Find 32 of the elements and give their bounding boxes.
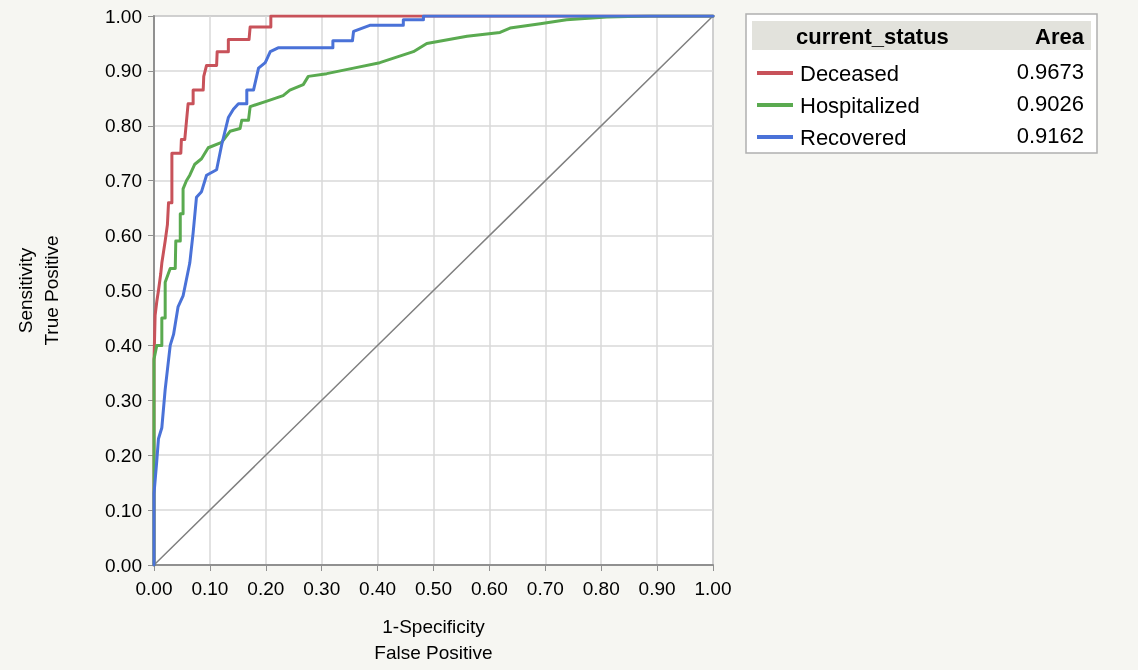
text: 0.9026 <box>1016 90 1084 116</box>
x-tick-label: 0.50 <box>415 578 452 599</box>
legend-label: Hospitalized <box>800 92 920 118</box>
x-tick-label: 0.00 <box>135 578 173 599</box>
x-tick-label: 0.30 <box>303 578 341 599</box>
text: 0.9673 <box>1016 58 1084 84</box>
y-tick-label: 0.70 <box>105 170 142 192</box>
x-axis-title: 1-Specificity False Positive <box>374 615 493 663</box>
x-tick-label: 0.90 <box>638 578 676 599</box>
y-tick-label: 0.40 <box>105 334 142 356</box>
legend-label: Deceased <box>800 60 900 86</box>
y-tick-label: 1.00 <box>105 5 142 27</box>
x-tick-label: 0.70 <box>526 578 564 599</box>
y-tick-label: 0.20 <box>105 444 142 466</box>
legend-title: current_status <box>796 23 949 49</box>
y-tick-label: 0.10 <box>105 499 142 521</box>
y-tick-label: 0.60 <box>105 225 142 247</box>
legend-label: Recovered <box>800 124 907 150</box>
x-tick-label: 0.10 <box>191 578 229 599</box>
y-tick-label: 0.90 <box>105 60 142 82</box>
y-axis-title: Sensitivity True Positive <box>14 235 62 346</box>
y-tick-label: 0.80 <box>105 115 142 137</box>
x-tick-label: 0.80 <box>582 578 620 599</box>
y-tick-label: 0.50 <box>105 280 142 301</box>
x-tick-label: 0.40 <box>359 578 397 599</box>
x-tick-label: 0.20 <box>247 578 285 599</box>
text: Area <box>1035 23 1085 49</box>
text: 0.9162 <box>1016 122 1084 148</box>
y-tick-label: 0.30 <box>105 389 142 411</box>
x-tick-label: 1.00 <box>694 578 732 599</box>
x-tick-label: 0.60 <box>470 578 508 599</box>
y-tick-label: 0.00 <box>105 554 142 576</box>
